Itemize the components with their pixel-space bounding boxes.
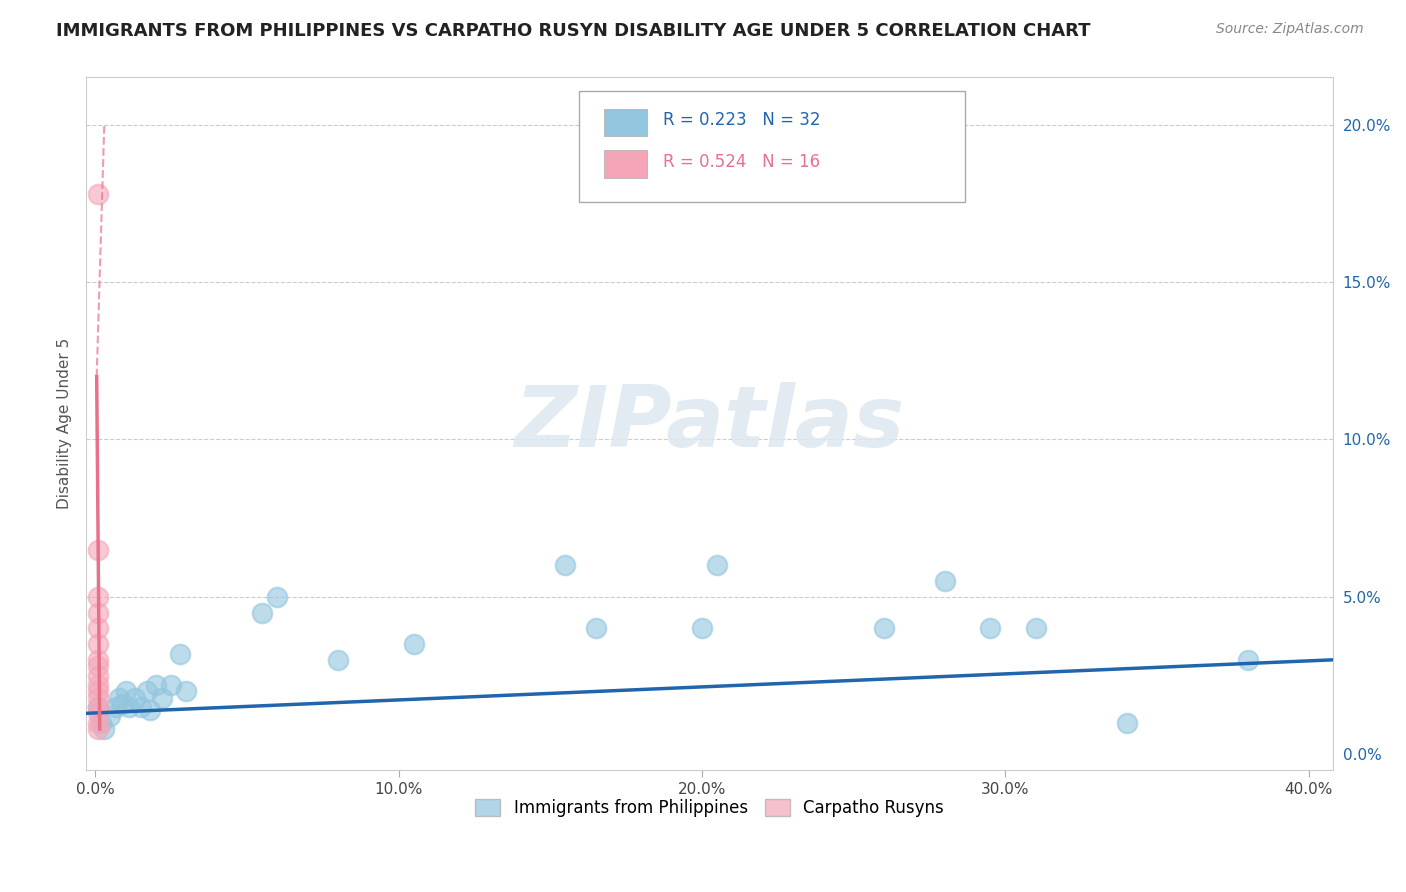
FancyBboxPatch shape [578, 91, 965, 202]
Point [108, 690, 131, 705]
Point [585, 621, 607, 635]
Point [150, 690, 173, 705]
Text: Source: ZipAtlas.com: Source: ZipAtlas.com [1216, 22, 1364, 37]
Point [87, 590, 110, 604]
Point [266, 590, 288, 604]
Text: ZIPatlas: ZIPatlas [515, 382, 904, 466]
Point [87, 700, 110, 714]
Point [87, 706, 110, 721]
Point [87, 186, 110, 201]
Point [87, 715, 110, 730]
Point [1025, 621, 1047, 635]
Text: IMMIGRANTS FROM PHILIPPINES VS CARPATHO RUSYN DISABILITY AGE UNDER 5 CORRELATION: IMMIGRANTS FROM PHILIPPINES VS CARPATHO … [56, 22, 1091, 40]
Point [98, 709, 121, 723]
Point [111, 697, 134, 711]
FancyBboxPatch shape [603, 109, 647, 136]
Point [87, 659, 110, 673]
Point [87, 637, 110, 651]
Point [690, 621, 713, 635]
Point [135, 684, 157, 698]
Point [93, 722, 115, 736]
Point [979, 621, 1001, 635]
Point [87, 621, 110, 635]
Point [145, 678, 167, 692]
Y-axis label: Disability Age Under 5: Disability Age Under 5 [58, 338, 72, 509]
Point [124, 690, 146, 705]
Point [1115, 715, 1137, 730]
Point [87, 690, 110, 705]
Text: R = 0.223   N = 32: R = 0.223 N = 32 [664, 112, 821, 129]
Point [402, 637, 425, 651]
Point [90, 715, 112, 730]
Point [169, 647, 191, 661]
Point [87, 653, 110, 667]
Point [174, 684, 197, 698]
Point [87, 542, 110, 557]
Point [139, 703, 162, 717]
Point [87, 678, 110, 692]
Point [87, 700, 110, 714]
Point [554, 558, 576, 573]
Point [873, 621, 896, 635]
Point [87, 668, 110, 682]
Point [87, 684, 110, 698]
Text: R = 0.524   N = 16: R = 0.524 N = 16 [664, 153, 821, 171]
FancyBboxPatch shape [603, 150, 647, 178]
Point [706, 558, 728, 573]
Point [934, 574, 956, 588]
Legend: Immigrants from Philippines, Carpatho Rusyns: Immigrants from Philippines, Carpatho Ru… [468, 792, 950, 824]
Point [87, 722, 110, 736]
Point [105, 700, 128, 714]
Point [87, 606, 110, 620]
Point [326, 653, 349, 667]
Point [1237, 653, 1260, 667]
Point [250, 606, 273, 620]
Point [129, 700, 152, 714]
Point [160, 678, 183, 692]
Point [114, 684, 136, 698]
Point [117, 700, 139, 714]
